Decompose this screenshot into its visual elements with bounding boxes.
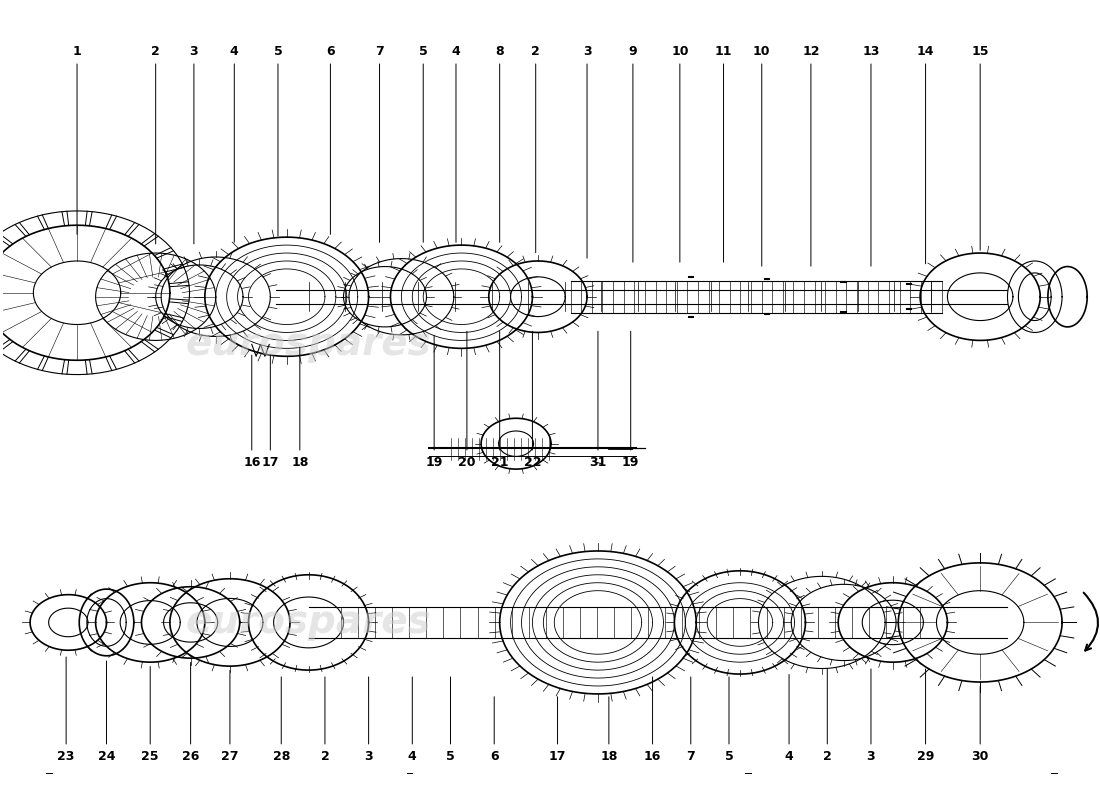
- Text: 21: 21: [491, 331, 508, 469]
- Text: 2: 2: [152, 46, 160, 244]
- Text: 18: 18: [292, 347, 308, 469]
- Text: eurospares: eurospares: [186, 603, 431, 642]
- Text: 8: 8: [495, 46, 504, 242]
- Text: 6: 6: [326, 46, 334, 234]
- Text: 30: 30: [971, 686, 989, 762]
- Text: 26: 26: [182, 662, 199, 762]
- Text: 17: 17: [549, 697, 566, 762]
- Text: 4: 4: [408, 677, 417, 762]
- Text: 2: 2: [823, 669, 832, 762]
- Text: 13: 13: [862, 46, 880, 266]
- Text: 5: 5: [274, 46, 283, 236]
- Text: 5: 5: [447, 677, 455, 762]
- Text: 2: 2: [531, 46, 540, 253]
- Text: 17: 17: [262, 355, 279, 469]
- Text: 4: 4: [784, 674, 793, 762]
- Text: 3: 3: [364, 677, 373, 762]
- Text: 10: 10: [754, 46, 770, 266]
- Text: 7: 7: [686, 677, 695, 762]
- Text: 18: 18: [601, 697, 617, 762]
- Text: 3: 3: [867, 669, 876, 762]
- Text: 28: 28: [273, 677, 290, 762]
- Text: 19: 19: [621, 331, 639, 469]
- Text: 5: 5: [419, 46, 428, 242]
- Text: 6: 6: [490, 697, 498, 762]
- Text: 1: 1: [73, 46, 81, 234]
- Text: 29: 29: [917, 669, 934, 762]
- Text: 20: 20: [459, 331, 475, 469]
- Text: 19: 19: [426, 335, 443, 469]
- Text: 3: 3: [583, 46, 592, 258]
- Text: 24: 24: [98, 661, 116, 762]
- Text: 27: 27: [221, 670, 239, 762]
- Text: 4: 4: [230, 46, 239, 242]
- Text: 11: 11: [715, 46, 733, 262]
- Text: 2: 2: [320, 677, 329, 762]
- Text: 14: 14: [916, 46, 934, 264]
- Text: 25: 25: [142, 666, 160, 762]
- Text: 7: 7: [375, 46, 384, 242]
- Text: 22: 22: [524, 331, 541, 469]
- Text: 15: 15: [971, 46, 989, 250]
- Text: 5: 5: [725, 677, 734, 762]
- Text: 16: 16: [644, 677, 661, 762]
- Text: 12: 12: [802, 46, 820, 266]
- Text: 9: 9: [628, 46, 637, 262]
- Text: 23: 23: [57, 657, 75, 762]
- Text: 31: 31: [590, 331, 606, 469]
- Text: 4: 4: [452, 46, 461, 242]
- Text: 3: 3: [189, 46, 198, 244]
- Text: eurospares: eurospares: [186, 326, 431, 363]
- Text: 10: 10: [671, 46, 689, 262]
- Text: 16: 16: [243, 355, 261, 469]
